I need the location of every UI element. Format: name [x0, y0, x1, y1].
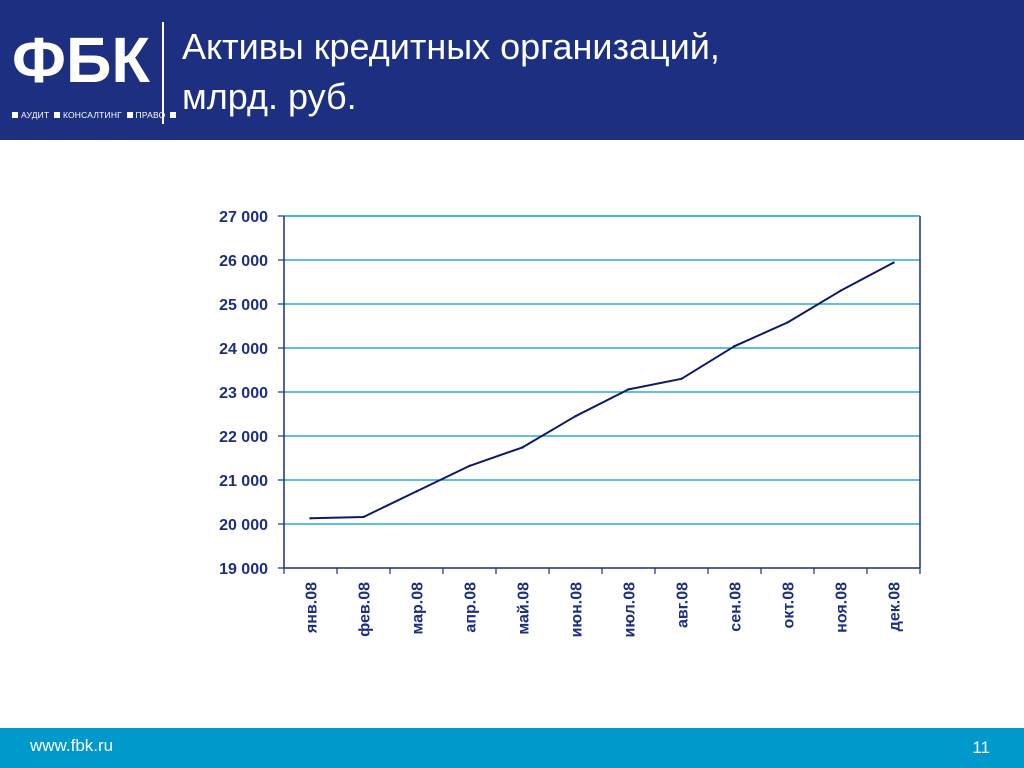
y-tick-label: 20 000	[219, 517, 268, 534]
data-point	[574, 415, 577, 418]
square-bullet-icon	[53, 112, 60, 118]
title-line-2: млрд. руб.	[182, 76, 357, 117]
title-line-1: Активы кредитных организаций,	[182, 26, 720, 67]
fbk-logo: ФБК	[12, 30, 151, 90]
logo-text: ФБК	[12, 30, 151, 90]
x-tick-label: май.08	[516, 582, 533, 635]
tagline-item: ПРАВО	[135, 110, 166, 120]
y-tick-label: 24 000	[219, 341, 268, 358]
data-point	[839, 289, 842, 292]
y-tick-label: 23 000	[219, 385, 268, 402]
x-tick-label: янв.08	[304, 582, 321, 634]
x-tick-label: июл.08	[622, 582, 639, 638]
y-tick-label: 19 000	[219, 561, 268, 578]
data-point	[627, 388, 630, 391]
logo-tagline: АУДИТ КОНСАЛТИНГ ПРАВО	[10, 110, 179, 120]
x-tick-label: дек.08	[887, 582, 904, 631]
square-bullet-icon	[170, 112, 176, 118]
data-point	[415, 490, 418, 493]
data-point	[362, 515, 365, 519]
data-point	[468, 464, 471, 468]
x-tick-label: мар.08	[410, 582, 427, 635]
series-line	[310, 261, 894, 520]
data-point	[309, 517, 312, 520]
x-tick-label: сен.08	[728, 582, 745, 632]
data-point	[680, 377, 683, 380]
data-point	[733, 345, 736, 348]
tagline-item: КОНСАЛТИНГ	[62, 110, 122, 120]
x-tick-label: окт.08	[781, 582, 798, 629]
y-tick-label: 27 000	[219, 209, 268, 226]
y-tick-label: 21 000	[219, 473, 268, 490]
data-point	[521, 446, 524, 449]
line-chart: 19 000 20 000 21 000 22 000 23 000 24 000 25 0…	[219, 209, 921, 638]
slide-header: ФБК АУДИТ КОНСАЛТИНГ ПРАВО Активы кредит…	[0, 0, 1024, 140]
data-point	[892, 261, 895, 264]
square-bullet-icon	[126, 112, 133, 118]
slide-title: Активы кредитных организаций, млрд. руб.	[182, 22, 720, 122]
square-bullet-icon	[12, 112, 18, 118]
tagline-item: АУДИТ	[21, 110, 50, 120]
x-tick-label: авг.08	[675, 582, 692, 628]
x-tick-label: апр.08	[463, 582, 480, 633]
page-number: 11	[972, 738, 990, 757]
data-point	[786, 321, 789, 324]
x-tick-label: июн.08	[569, 582, 586, 638]
y-tick-label: 22 000	[219, 429, 268, 446]
slide-footer: www.fbk.ru 11	[0, 728, 1024, 768]
x-tick-label: фев.08	[357, 582, 374, 637]
footer-url[interactable]: www.fbk.ru	[30, 736, 114, 755]
y-tick-label: 26 000	[219, 253, 268, 270]
x-tick-label: ноя.08	[834, 582, 851, 633]
header-divider	[162, 22, 164, 124]
y-tick-label: 25 000	[219, 297, 268, 314]
